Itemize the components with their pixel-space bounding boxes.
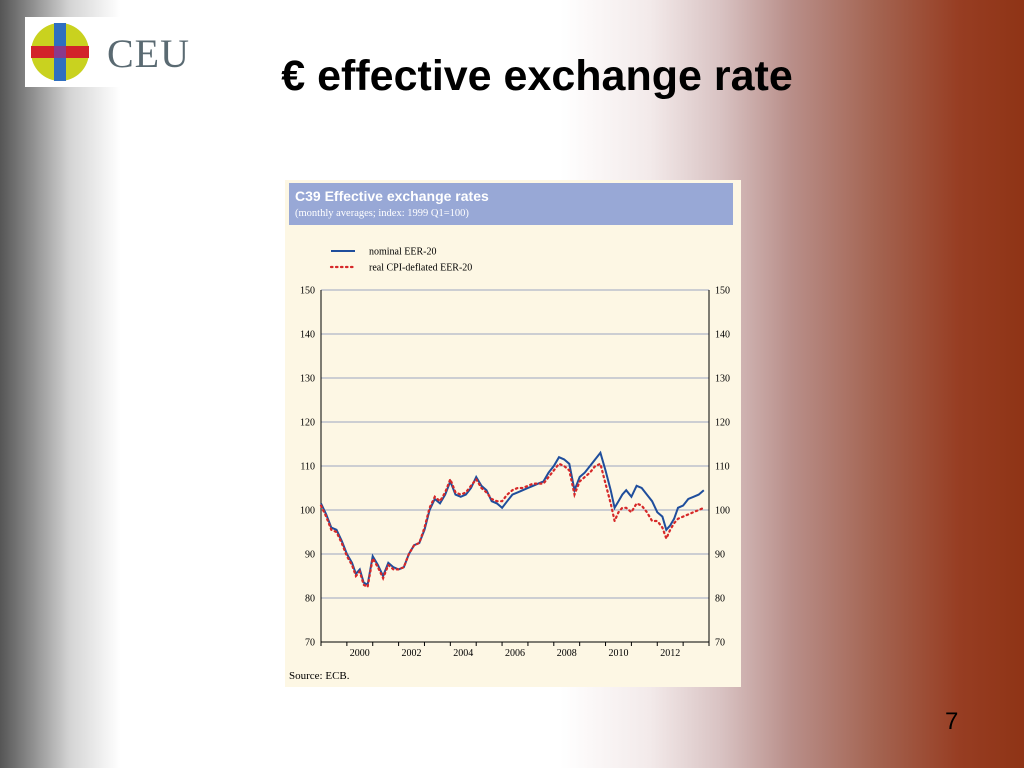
x-tick-label: 2006 (505, 648, 525, 659)
chart-source: Source: ECB. (289, 670, 350, 682)
y-tick-label-left: 90 (305, 550, 315, 561)
y-tick-label-right: 80 (715, 594, 725, 605)
y-tick-label-left: 110 (300, 462, 315, 473)
legend-label-real: real CPI-deflated EER-20 (369, 263, 472, 274)
x-tick-label: 2012 (660, 648, 680, 659)
y-tick-label-left: 130 (300, 374, 315, 385)
y-tick-label-right: 130 (715, 374, 730, 385)
y-tick-label-right: 120 (715, 418, 730, 429)
x-tick-label: 2010 (608, 648, 628, 659)
y-tick-label-left: 100 (300, 506, 315, 517)
x-tick-label: 2002 (402, 648, 422, 659)
y-tick-label-left: 120 (300, 418, 315, 429)
x-tick-label: 2000 (350, 648, 370, 659)
chart-figure: C39 Effective exchange rates (monthly av… (285, 180, 741, 687)
slide-title: € effective exchange rate (281, 52, 793, 100)
y-tick-label-right: 150 (715, 286, 730, 297)
series-line-nominal (320, 450, 705, 587)
y-tick-label-right: 110 (715, 462, 730, 473)
y-tick-label-left: 70 (305, 638, 315, 649)
y-tick-label-right: 100 (715, 506, 730, 517)
y-tick-label-left: 80 (305, 594, 315, 605)
y-tick-label-left: 140 (300, 330, 315, 341)
chart-subtitle: (monthly averages; index: 1999 Q1=100) (295, 208, 469, 219)
ceu-logo: CEU (25, 17, 197, 87)
legend-label-nominal: nominal EER-20 (369, 247, 437, 258)
y-tick-label-right: 140 (715, 330, 730, 341)
y-tick-label-right: 70 (715, 638, 725, 649)
chart-header: C39 Effective exchange rates (monthly av… (289, 183, 733, 225)
x-tick-label: 2008 (557, 648, 577, 659)
y-tick-label-left: 150 (300, 286, 315, 297)
chart-title: C39 Effective exchange rates (295, 188, 489, 204)
series-line-real (319, 462, 705, 589)
line-chart: 70 70 80 80 90 90 100 100 110 110 120 120 130 130 140 1… (300, 247, 730, 660)
ceu-emblem-icon (31, 23, 89, 81)
logo-text: CEU (107, 31, 190, 76)
x-tick-label: 2004 (453, 648, 473, 659)
page-number: 7 (945, 708, 959, 735)
y-tick-label-right: 90 (715, 550, 725, 561)
